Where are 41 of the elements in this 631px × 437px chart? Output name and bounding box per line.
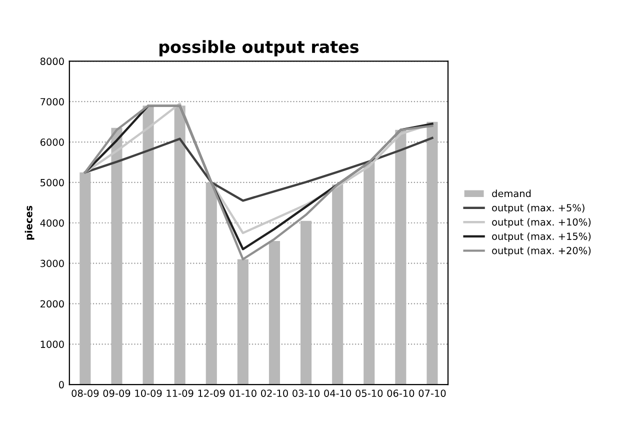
bar — [426, 122, 438, 385]
y-tick-label: 0 — [59, 381, 64, 388]
y-tick-label: 5000 — [40, 178, 64, 186]
bar — [364, 162, 375, 385]
x-tick-label: 01-10 — [229, 390, 256, 397]
x-tick-label: 06-10 — [387, 390, 414, 397]
legend-label: demand — [492, 190, 531, 198]
x-tick-label: 09-09 — [103, 390, 130, 397]
x-tick-label: 03-10 — [292, 390, 320, 397]
bar — [332, 184, 344, 385]
y-tick-label: 4000 — [40, 219, 64, 227]
bar — [206, 182, 217, 385]
y-tick-label: 7000 — [40, 98, 64, 106]
bar — [111, 128, 122, 385]
bar — [142, 106, 154, 385]
bar — [300, 220, 312, 385]
bar — [395, 130, 406, 385]
x-tick-label: 12-09 — [198, 390, 225, 397]
y-tick-label: 2000 — [40, 300, 64, 308]
legend-label: output (max. +15%) — [492, 232, 591, 242]
x-tick-label: 04-10 — [324, 390, 352, 397]
x-tick-label: 11-09 — [166, 390, 194, 397]
bar — [174, 106, 186, 385]
x-tick-label: 05-10 — [356, 390, 383, 397]
x-tick-label: 08-09 — [72, 390, 99, 397]
y-tick-label: 1000 — [40, 340, 64, 348]
bar — [237, 259, 248, 385]
y-tick-label: 3000 — [40, 260, 64, 268]
y-axis-title: pieces — [24, 206, 34, 240]
legend-label: output (max. +5%) — [492, 204, 584, 214]
chart-title: possible output rates — [160, 40, 359, 56]
legend-label: output (max. +10%) — [492, 218, 591, 228]
x-tick-label: 10-09 — [135, 390, 162, 397]
bar — [268, 241, 280, 385]
y-tick-label: 8000 — [40, 58, 64, 66]
legend-label: output (max. +20%) — [492, 246, 591, 256]
x-tick-label: 07-10 — [418, 390, 446, 397]
x-tick-label: 02-10 — [261, 390, 288, 397]
line-series — [84, 136, 434, 202]
bar — [80, 172, 91, 385]
y-tick-label: 6000 — [40, 138, 64, 146]
